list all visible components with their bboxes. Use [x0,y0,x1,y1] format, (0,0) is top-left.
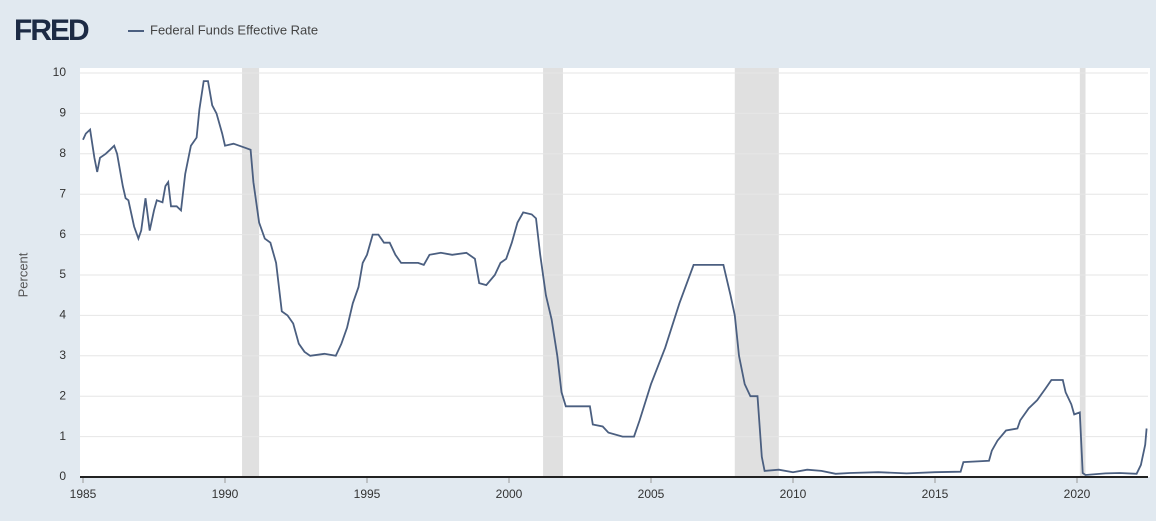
y-tick-label: 7 [59,186,66,200]
y-tick-label: 6 [59,227,66,241]
y-tick-label: 4 [59,308,66,322]
x-tick-label: 1990 [212,487,239,501]
y-tick-label: 2 [59,388,66,402]
recession-band [543,68,563,477]
y-tick-label: 0 [59,469,66,483]
y-axis-label: Percent [15,252,30,297]
x-tick-label: 2020 [1064,487,1091,501]
y-tick-label: 8 [59,146,66,160]
x-tick-label: 1985 [70,487,97,501]
x-tick-label: 1995 [354,487,381,501]
recession-band [1079,68,1086,477]
plot-area [80,68,1150,477]
x-tick-label: 2010 [780,487,807,501]
logo: FRED [14,14,89,47]
recession-band [242,68,260,477]
series-line [82,80,1148,476]
x-tick-label: 2000 [496,487,523,501]
y-tick-label: 10 [53,65,67,79]
y-tick-label: 3 [59,348,66,362]
recession-band [734,68,779,477]
y-tick-label: 1 [59,429,66,443]
x-tick-label: 2015 [922,487,949,501]
y-tick-label: 9 [59,106,66,120]
legend-label: Federal Funds Effective Rate [150,22,318,37]
x-tick-label: 2005 [638,487,665,501]
y-tick-label: 5 [59,267,66,281]
